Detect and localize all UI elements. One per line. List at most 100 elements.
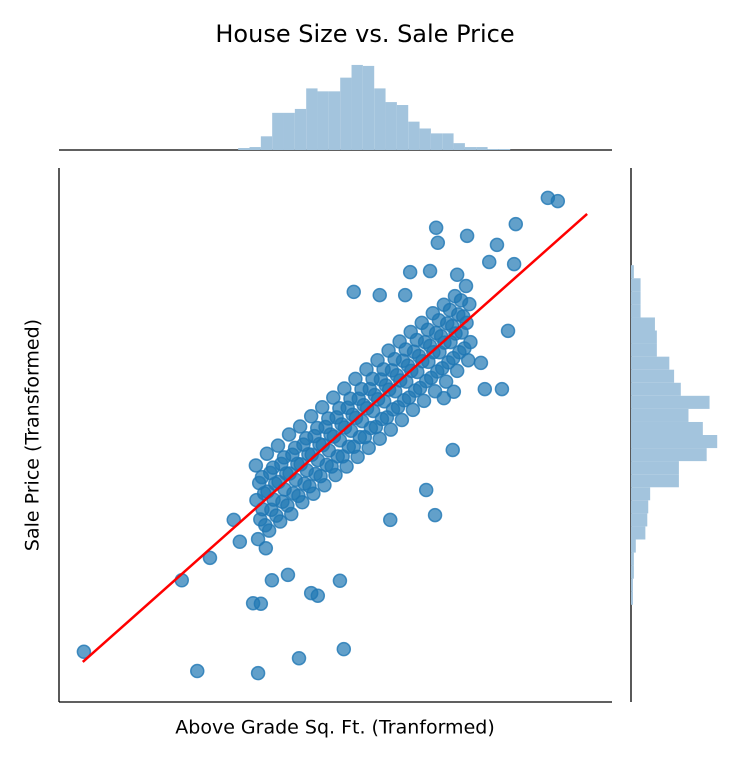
scatter-point <box>372 287 387 303</box>
scatter-point <box>443 334 458 350</box>
scatter-point <box>442 302 458 318</box>
x-hist-bar <box>294 108 307 150</box>
x-hist-bar <box>385 102 397 150</box>
y-axis-label: Sale Price (Transformed) <box>22 319 44 551</box>
y-hist-bar <box>631 421 703 435</box>
scatter-point <box>313 468 328 484</box>
scatter-point <box>321 411 336 426</box>
scatter-point <box>430 235 446 251</box>
x-hist-bar <box>464 147 477 150</box>
regression-line <box>81 212 588 663</box>
scatter-point <box>459 228 475 244</box>
x-hist-bar <box>396 105 409 150</box>
scatter-point <box>332 433 348 448</box>
scatter-point <box>453 293 469 308</box>
scatter-point <box>508 216 524 232</box>
y-hist-bar <box>631 408 689 422</box>
y-hist-bar <box>631 500 649 514</box>
x-hist-bar <box>362 65 375 150</box>
scatter-point <box>383 422 399 437</box>
y-hist-bar <box>631 382 681 396</box>
scatter-point <box>281 427 297 442</box>
y-hist-bar <box>631 565 634 579</box>
scatter-point <box>446 350 461 366</box>
y-hist-bar <box>631 435 718 449</box>
x-hist-bar <box>317 91 329 150</box>
x-hist-bar <box>272 112 284 150</box>
x-hist-bar <box>498 149 511 150</box>
y-hist-bar <box>631 356 670 370</box>
y-hist-bar <box>631 278 641 292</box>
scatter-point <box>357 429 373 445</box>
scatter-point <box>190 663 205 679</box>
scatter-point <box>258 517 273 533</box>
scatter-point <box>438 374 454 389</box>
scatter-point <box>292 419 308 434</box>
x-hist-bar <box>260 136 273 150</box>
y-hist-bar <box>631 265 634 279</box>
scatter-point <box>431 312 447 328</box>
scatter-point <box>481 254 497 270</box>
y-hist-bar <box>631 487 651 501</box>
scatter-point <box>232 534 248 550</box>
scatter-point <box>291 488 306 504</box>
scatter-point <box>326 390 341 405</box>
x-hist-bar <box>453 143 465 150</box>
scatter-point <box>174 572 190 588</box>
scatter-point <box>489 237 505 253</box>
x-hist-bar <box>430 133 443 150</box>
scatter-point <box>387 383 403 399</box>
scatter-point <box>346 439 361 454</box>
scatter-point <box>427 507 443 523</box>
scatter-point <box>402 264 418 280</box>
x-hist-bar <box>442 133 454 150</box>
scatter-point <box>397 287 413 303</box>
x-hist-bar <box>340 77 352 150</box>
y-hist-bar <box>631 395 710 409</box>
y-hist-bar <box>631 513 648 527</box>
scatter-point <box>387 351 402 367</box>
scatter-point <box>302 479 317 494</box>
scatter-point <box>354 381 369 397</box>
scatter-point <box>303 585 319 601</box>
y-hist-bar <box>631 552 634 566</box>
x-hist-bar <box>408 121 420 150</box>
scatter-point <box>412 380 428 396</box>
scatter-point <box>332 573 348 589</box>
scatter-point <box>405 402 421 418</box>
scatter-point <box>473 355 489 371</box>
scatter-point <box>427 383 443 399</box>
scatter-point <box>276 450 292 465</box>
scatter-point <box>258 540 274 556</box>
scatter-point <box>394 412 410 428</box>
scatter-point <box>298 430 314 446</box>
x-hist-bar <box>283 112 295 150</box>
scatter-point <box>398 342 413 357</box>
scatter-point <box>265 460 281 475</box>
scatter-point <box>390 399 406 415</box>
scatter-point <box>416 393 432 409</box>
y-hist-bar <box>631 539 636 553</box>
x-hist-bar <box>306 88 318 150</box>
x-hist-bar <box>419 128 431 150</box>
scatter-point <box>332 401 347 416</box>
scatter-point <box>280 498 295 513</box>
scatter-point <box>346 284 361 300</box>
scatter-point <box>449 267 465 283</box>
scatter-point <box>270 438 286 453</box>
scatter-point <box>343 391 358 406</box>
scatter-point <box>365 371 380 387</box>
scatter-point <box>457 341 472 356</box>
scatter-point <box>376 362 391 377</box>
scatter-point <box>379 410 395 425</box>
scatter-point <box>477 381 493 397</box>
x-hist-bar <box>351 64 363 150</box>
scatter-point <box>500 323 516 339</box>
scatter-point <box>269 508 284 523</box>
x-hist-bar <box>249 147 261 150</box>
x-hist-bar <box>238 148 250 150</box>
x-hist-bar <box>328 91 341 150</box>
y-hist-bar <box>631 304 641 318</box>
scatter-point <box>458 278 474 294</box>
